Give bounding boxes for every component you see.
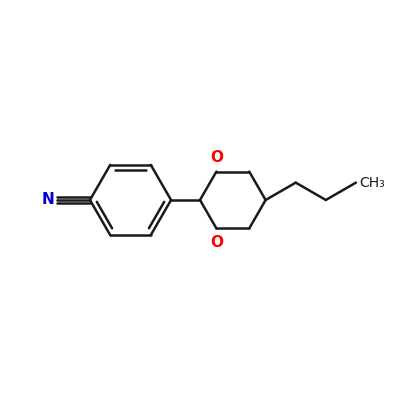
- Text: N: N: [42, 192, 55, 208]
- Text: O: O: [210, 150, 223, 165]
- Text: CH₃: CH₃: [359, 176, 385, 190]
- Text: O: O: [210, 235, 223, 250]
